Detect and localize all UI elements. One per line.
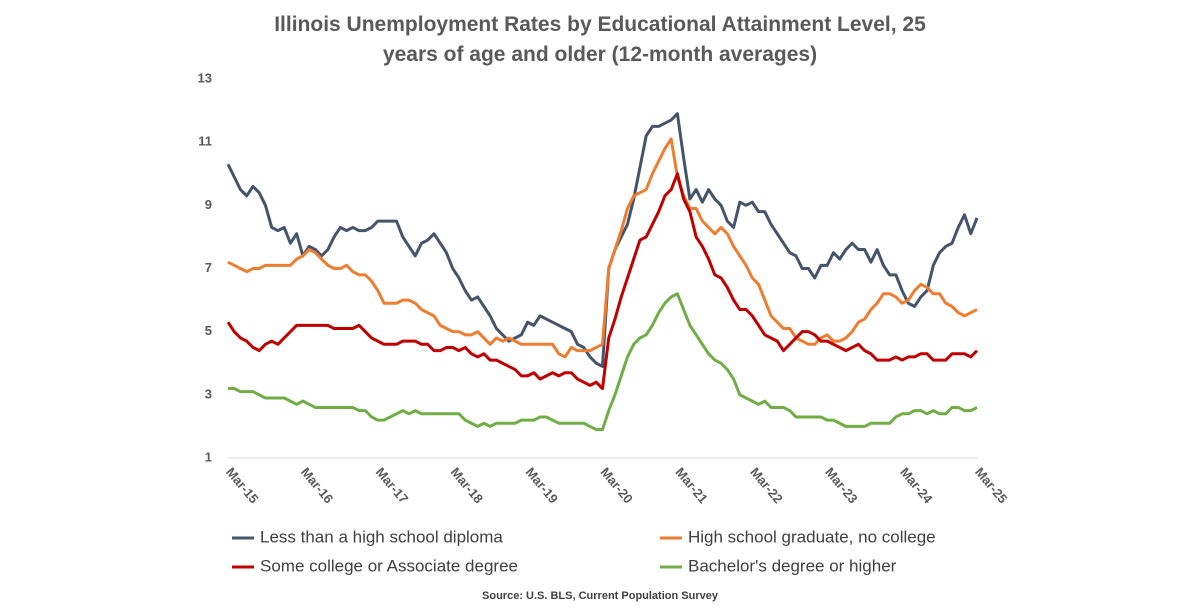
x-tick-label: Mar-23 (822, 464, 860, 506)
x-tick-label: Mar-20 (598, 464, 636, 506)
y-tick-label: 13 (198, 70, 212, 85)
series-line (226, 172, 979, 391)
y-tick-label: 11 (198, 134, 212, 149)
x-tick-label: Mar-16 (298, 464, 336, 506)
legend-label: High school graduate, no college (688, 527, 936, 546)
x-tick-label: Mar-18 (448, 464, 486, 506)
x-tick-label: Mar-21 (672, 464, 710, 506)
x-tick-label: Mar-15 (223, 464, 261, 506)
x-tick-label: Mar-19 (523, 464, 561, 506)
x-tick-label: Mar-17 (373, 464, 411, 506)
y-tick-label: 1 (205, 449, 212, 464)
series-line (227, 137, 978, 359)
series-line (228, 292, 978, 432)
chart-title: Illinois Unemployment Rates by Education… (274, 13, 926, 66)
legend-label: Bachelor's degree or higher (688, 556, 897, 575)
y-tick-label: 7 (205, 260, 212, 275)
legend-label: Less than a high school diploma (260, 527, 503, 546)
x-tick-label: Mar-25 (972, 464, 1010, 506)
y-tick-label: 9 (205, 197, 212, 212)
x-tick-label: Mar-24 (897, 464, 936, 506)
y-tick-label: 5 (205, 323, 212, 338)
source: Source: U.S. BLS, Current Population Sur… (482, 590, 719, 602)
series-line (226, 112, 979, 368)
x-tick-label: Mar-22 (747, 464, 785, 506)
y-tick-label: 3 (205, 386, 212, 401)
legend-label: Some college or Associate degree (260, 556, 518, 575)
